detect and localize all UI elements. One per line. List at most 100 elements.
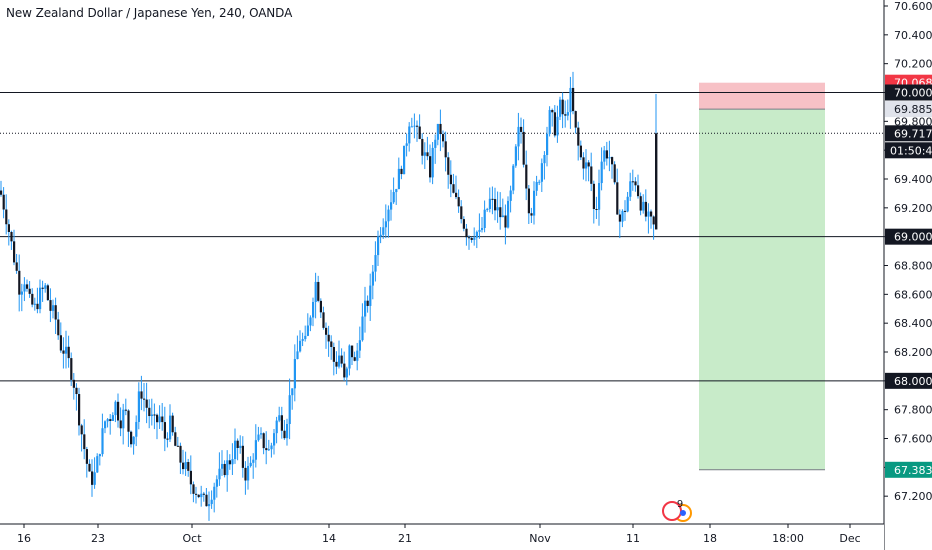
candle-body (504, 215, 507, 228)
y-tick-label: 70.200 (894, 58, 932, 71)
candle-body (111, 415, 114, 421)
candle-body (483, 209, 486, 228)
candle-body (592, 183, 595, 209)
candle-body (634, 181, 637, 186)
candle-body (351, 345, 354, 358)
candle-body (78, 394, 81, 426)
y-tick-label: 68.200 (894, 346, 932, 359)
candle-body (491, 198, 494, 200)
candle-body (444, 141, 447, 158)
candle-body (215, 479, 218, 487)
candle-body (309, 317, 312, 326)
candle-body (244, 467, 247, 481)
candle-body (442, 134, 445, 142)
candle-body (93, 472, 96, 485)
candle-body (650, 211, 653, 217)
candle-body (595, 208, 598, 210)
candle-body (639, 196, 642, 211)
candle-body (647, 211, 650, 217)
candle-body (387, 209, 390, 222)
candle-body (587, 162, 590, 167)
candle-body (618, 214, 621, 222)
candle-body (405, 143, 408, 146)
candle-body (299, 340, 302, 352)
candle-body (429, 156, 432, 178)
candle-body (322, 312, 325, 328)
candle-body (465, 228, 468, 238)
candle-body (530, 213, 533, 216)
candle-body (369, 285, 372, 306)
candle-body (145, 399, 148, 408)
candle-body (296, 351, 299, 360)
y-tick-label: 70.400 (894, 29, 932, 42)
price-tag-bg (885, 101, 932, 118)
price-tag-bg (885, 125, 932, 142)
candle-body (475, 231, 478, 238)
y-tick-label: 68.600 (894, 288, 932, 301)
candle-body (33, 303, 36, 305)
events-marker[interactable]: 9 (662, 499, 692, 522)
x-tick-label: 18:00 (772, 532, 804, 545)
candle-body (137, 391, 140, 422)
candle-body (553, 112, 556, 136)
candle-body (364, 300, 367, 317)
candle-body (413, 125, 416, 127)
candle-body (395, 189, 398, 193)
candle-body (119, 420, 122, 429)
candle-body (408, 126, 411, 144)
price-tag-label: 67.383 (894, 464, 932, 477)
candle-body (403, 145, 406, 175)
candle-body (470, 237, 473, 240)
candle-body (208, 504, 211, 507)
candle-body (59, 335, 62, 351)
candle-body (67, 346, 70, 359)
candle-body (533, 190, 536, 216)
candle-body (598, 183, 601, 210)
x-tick-label: Oct (182, 532, 202, 545)
candle-body (457, 197, 460, 207)
candle-body (171, 415, 174, 433)
candle-body (629, 181, 632, 197)
candle-body (2, 194, 5, 210)
x-tick-label: 18 (703, 532, 717, 545)
candle-body (486, 208, 489, 210)
candle-body (449, 174, 452, 185)
price-tag-bg (885, 461, 932, 478)
candle-body (257, 434, 260, 441)
candle-body (517, 126, 520, 147)
candle-body (343, 363, 346, 378)
candle-body (7, 224, 10, 232)
candle-body (384, 221, 387, 228)
candle-body (447, 157, 450, 175)
candle-body (345, 368, 348, 378)
candle-body (202, 493, 205, 495)
candle-body (582, 157, 585, 169)
candle-body (278, 415, 281, 421)
candle-body (62, 350, 65, 354)
candle-body (13, 241, 16, 263)
price-tag-label: 69.885 (894, 103, 932, 116)
candle-body (148, 407, 151, 417)
candle-body (65, 346, 68, 354)
candle-body (265, 448, 268, 451)
candle-body (535, 181, 538, 191)
candle-body (184, 462, 187, 470)
candle-body (434, 139, 437, 148)
candle-body (75, 387, 78, 395)
y-tick-label: 67.200 (894, 490, 932, 503)
candle-body (306, 325, 309, 336)
candle-body (642, 201, 645, 211)
candle-body (283, 430, 286, 439)
price-tag-label: 69.717 (894, 127, 932, 140)
candle-body (166, 438, 169, 440)
candle-body (460, 206, 463, 220)
candle-body (270, 445, 273, 450)
candle-body (241, 445, 244, 468)
candle-body (579, 145, 582, 158)
candle-body (210, 499, 213, 505)
y-tick-label: 68.400 (894, 317, 932, 330)
price-tag-bg (885, 84, 932, 101)
price-tag-label: 70.000 (894, 87, 932, 100)
candle-body (525, 164, 528, 189)
